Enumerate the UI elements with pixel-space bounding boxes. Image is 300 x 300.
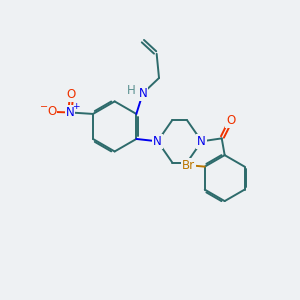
Text: H: H <box>127 85 136 98</box>
Text: O: O <box>67 88 76 101</box>
Text: N: N <box>138 87 147 100</box>
Text: N: N <box>153 135 162 148</box>
Text: N: N <box>66 106 74 119</box>
Text: N: N <box>153 135 162 148</box>
Text: −: − <box>40 103 49 112</box>
Text: Br: Br <box>182 159 195 172</box>
Text: N: N <box>197 135 206 148</box>
Text: +: + <box>72 102 80 111</box>
Text: O: O <box>226 114 235 127</box>
Text: O: O <box>47 105 56 119</box>
